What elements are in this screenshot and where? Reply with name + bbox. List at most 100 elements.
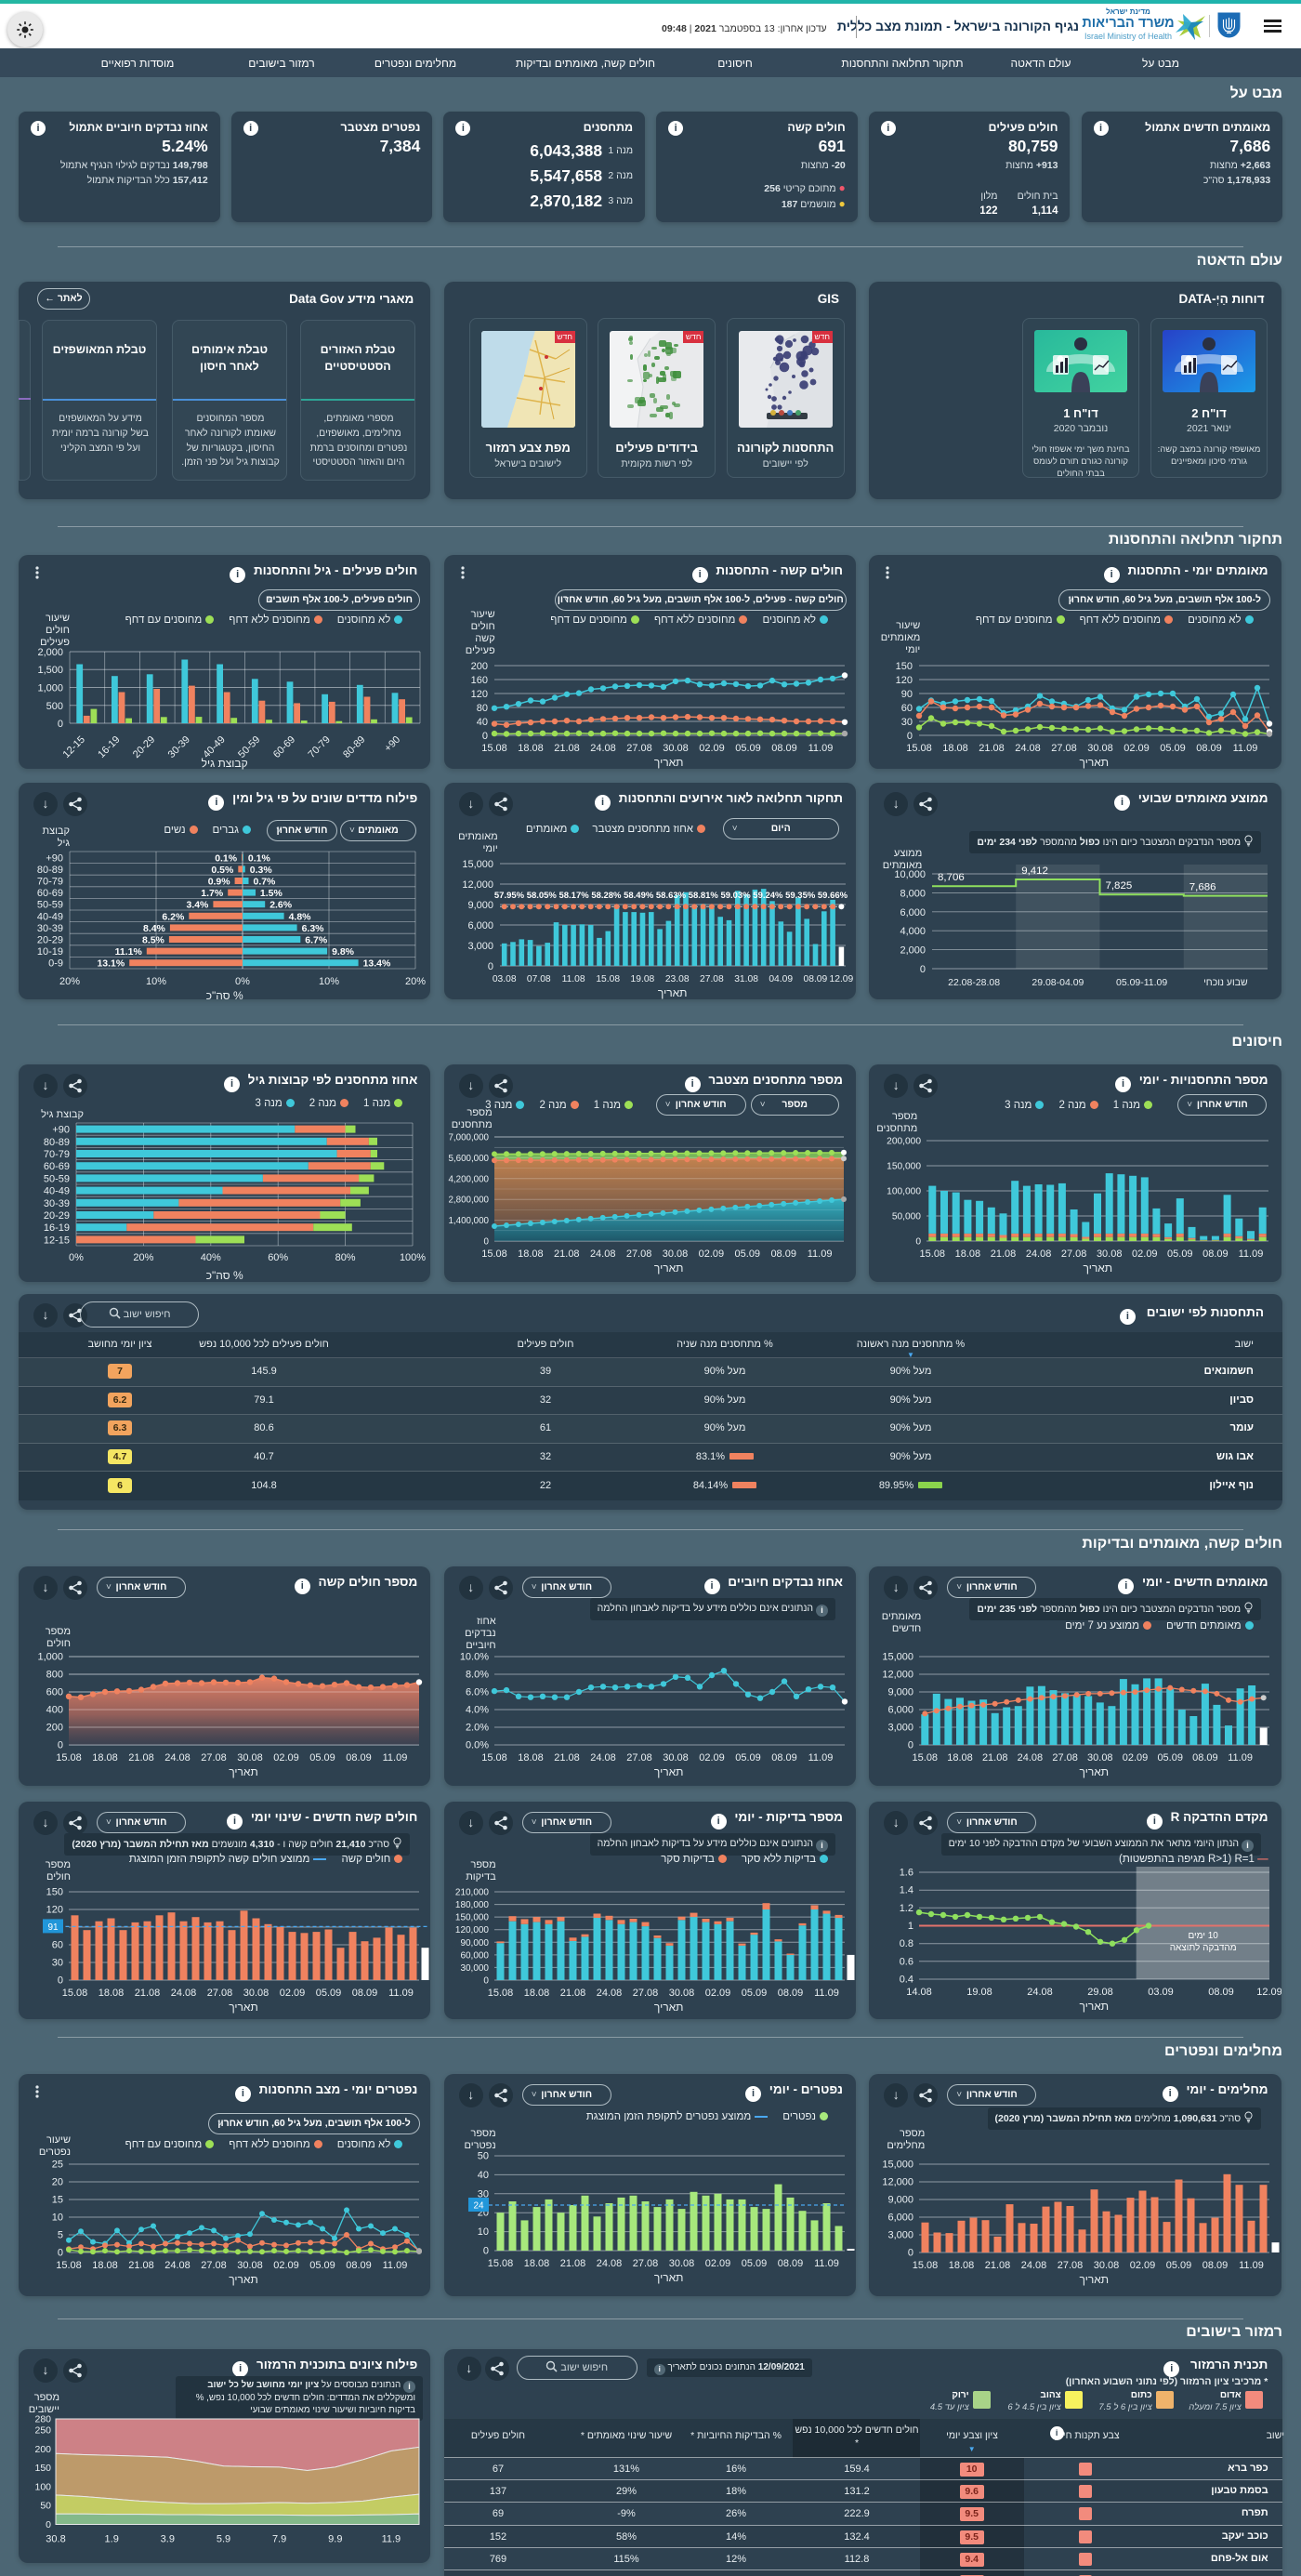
svg-text:15,000: 15,000 <box>883 2160 914 2171</box>
svg-text:18.08: 18.08 <box>955 1248 981 1260</box>
svg-text:30,000: 30,000 <box>460 1963 489 1974</box>
svg-text:15.08: 15.08 <box>487 1988 513 1999</box>
svg-text:11.09: 11.09 <box>1229 1752 1254 1764</box>
svg-text:800: 800 <box>46 1670 63 1681</box>
svg-text:05.09: 05.09 <box>735 1752 761 1764</box>
svg-text:02.09: 02.09 <box>273 2260 299 2271</box>
svg-text:0: 0 <box>483 2245 489 2256</box>
svg-text:60-69: 60-69 <box>37 888 63 899</box>
svg-text:1.5%: 1.5% <box>260 889 283 899</box>
svg-text:שבוע נוכחי: שבוע נוכחי <box>1203 978 1248 988</box>
svg-text:200,000: 200,000 <box>887 1137 921 1147</box>
svg-text:13.1%: 13.1% <box>97 959 125 970</box>
svg-text:11.1%: 11.1% <box>115 947 143 958</box>
svg-text:100%: 100% <box>400 1252 426 1263</box>
svg-text:18.08: 18.08 <box>948 1752 973 1764</box>
svg-text:30.08: 30.08 <box>1088 743 1114 754</box>
svg-text:21.08: 21.08 <box>128 2260 154 2271</box>
svg-text:6.0%: 6.0% <box>466 1686 489 1698</box>
svg-text:22.08-28.08: 22.08-28.08 <box>948 978 1000 988</box>
svg-text:1.4: 1.4 <box>900 1885 913 1896</box>
svg-text:3.4%: 3.4% <box>186 901 209 911</box>
svg-text:05.09: 05.09 <box>734 1248 760 1260</box>
svg-text:11.9: 11.9 <box>382 2533 401 2544</box>
svg-text:15.08: 15.08 <box>56 1752 82 1764</box>
svg-text:1,000: 1,000 <box>37 1652 63 1663</box>
svg-text:27.08: 27.08 <box>1052 743 1078 754</box>
svg-text:80%: 80% <box>335 1252 356 1263</box>
svg-text:2,800,000: 2,800,000 <box>448 1196 489 1206</box>
svg-text:18.08: 18.08 <box>518 743 544 754</box>
svg-text:27.08: 27.08 <box>201 1752 227 1764</box>
svg-text:31.08: 31.08 <box>734 974 758 984</box>
svg-text:15,000: 15,000 <box>883 1652 914 1663</box>
svg-text:30.08: 30.08 <box>1097 1248 1123 1260</box>
svg-text:9,000: 9,000 <box>888 2194 913 2205</box>
svg-text:150: 150 <box>896 661 913 672</box>
svg-text:50-59: 50-59 <box>44 1173 70 1184</box>
svg-text:60-69: 60-69 <box>44 1161 70 1172</box>
svg-text:0%: 0% <box>69 1252 84 1263</box>
svg-text:30.08: 30.08 <box>1087 1752 1113 1764</box>
svg-text:18.08: 18.08 <box>523 1988 549 1999</box>
svg-text:27.08: 27.08 <box>626 1752 652 1764</box>
svg-text:15.08: 15.08 <box>487 2258 513 2269</box>
svg-text:18.08: 18.08 <box>943 743 969 754</box>
svg-text:15.08: 15.08 <box>481 1752 507 1764</box>
svg-text:12,000: 12,000 <box>883 1670 914 1681</box>
svg-text:30: 30 <box>477 2188 488 2200</box>
svg-text:12.09: 12.09 <box>1257 1987 1281 1998</box>
svg-text:10%: 10% <box>146 976 166 987</box>
svg-text:12,000: 12,000 <box>462 879 493 891</box>
svg-text:11.09: 11.09 <box>814 1988 839 1999</box>
svg-text:08.09: 08.09 <box>777 2258 803 2269</box>
svg-text:0: 0 <box>58 2247 63 2258</box>
svg-text:21.08: 21.08 <box>554 1248 580 1260</box>
svg-text:58.81%: 58.81% <box>688 891 718 901</box>
svg-text:08.09: 08.09 <box>771 743 797 754</box>
svg-text:1.7%: 1.7% <box>201 889 224 899</box>
svg-text:15.08: 15.08 <box>56 2260 82 2271</box>
svg-text:0: 0 <box>907 731 913 742</box>
svg-text:12,000: 12,000 <box>883 2177 914 2188</box>
svg-text:02.09: 02.09 <box>280 1988 306 1999</box>
svg-text:02.09: 02.09 <box>699 743 725 754</box>
svg-text:59.03%: 59.03% <box>720 891 751 901</box>
svg-text:18.08: 18.08 <box>92 2260 118 2271</box>
svg-text:0: 0 <box>488 961 493 972</box>
svg-text:3.9: 3.9 <box>161 2533 175 2544</box>
svg-text:20%: 20% <box>59 976 80 987</box>
svg-text:1,500: 1,500 <box>37 665 63 676</box>
svg-text:200: 200 <box>34 2445 51 2455</box>
svg-text:120: 120 <box>896 675 913 686</box>
svg-text:600: 600 <box>46 1686 63 1698</box>
svg-text:15.08: 15.08 <box>596 974 620 984</box>
svg-text:15: 15 <box>52 2194 63 2205</box>
svg-text:27.08: 27.08 <box>632 1988 658 1999</box>
svg-text:18.08: 18.08 <box>949 2260 975 2271</box>
svg-text:0: 0 <box>908 2247 913 2258</box>
svg-text:1.2: 1.2 <box>900 1903 913 1914</box>
svg-text:4.8%: 4.8% <box>289 912 312 922</box>
svg-text:0: 0 <box>920 964 926 975</box>
svg-text:20-29: 20-29 <box>37 934 63 945</box>
svg-text:19.08: 19.08 <box>967 1987 993 1998</box>
svg-text:05.09: 05.09 <box>309 2260 335 2271</box>
svg-text:150: 150 <box>46 1887 63 1898</box>
svg-text:50: 50 <box>40 2502 51 2512</box>
svg-text:13.4%: 13.4% <box>363 959 391 970</box>
svg-text:18.08: 18.08 <box>518 1752 544 1764</box>
svg-text:02.09: 02.09 <box>699 1752 725 1764</box>
svg-text:27.08: 27.08 <box>632 2258 658 2269</box>
svg-text:1,000: 1,000 <box>37 682 63 694</box>
svg-text:0%: 0% <box>235 976 250 987</box>
svg-text:30: 30 <box>52 1957 63 1968</box>
svg-text:160: 160 <box>470 675 487 686</box>
svg-text:8,706: 8,706 <box>938 872 965 883</box>
svg-text:0: 0 <box>58 1739 63 1750</box>
svg-text:24: 24 <box>473 2200 484 2211</box>
svg-text:40-49: 40-49 <box>44 1186 70 1197</box>
svg-text:9,000: 9,000 <box>467 900 493 911</box>
svg-text:7,000,000: 7,000,000 <box>448 1133 489 1143</box>
svg-text:150,000: 150,000 <box>887 1162 921 1172</box>
